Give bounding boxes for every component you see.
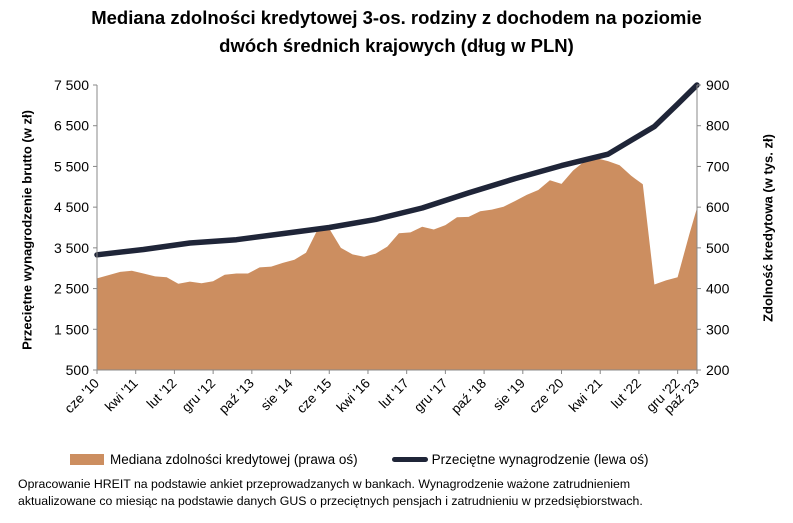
x-tick-label: sie '19 (490, 376, 528, 414)
series-area-zdolnosc (97, 158, 697, 370)
chart-title: Mediana zdolności kredytowej 3-os. rodzi… (0, 4, 793, 60)
x-tick-label: gru '12 (179, 376, 218, 415)
y-left-tick-label: 1 500 (54, 321, 89, 337)
x-tick-label: kwi '21 (566, 376, 605, 415)
x-tick-label: kwi '11 (102, 376, 141, 415)
legend-label-line: Przeciętne wynagrodzenie (lewa oś) (431, 452, 649, 467)
legend-label-area: Mediana zdolności kredytowej (prawa oś) (110, 452, 358, 467)
source-note-line-1: Opracowanie HREIT na podstawie ankiet pr… (18, 477, 631, 491)
x-tick-label: paź '13 (216, 376, 257, 417)
x-tick-label: cze '20 (526, 376, 567, 417)
x-tick-label: kwi '16 (334, 376, 373, 415)
y-right-tick-label: 400 (706, 281, 730, 297)
x-tick-label: cze '15 (294, 376, 335, 417)
y-right-tick-label: 800 (706, 118, 730, 134)
y-right-tick-label: 500 (706, 240, 730, 256)
y-right-tick-label: 700 (706, 158, 730, 174)
legend-item-area: Mediana zdolności kredytowej (prawa oś) (70, 452, 358, 467)
y-left-tick-label: 4 500 (54, 199, 89, 215)
y-left-tick-label: 3 500 (54, 240, 89, 256)
x-tick-label: sie '14 (258, 375, 296, 413)
chart-title-line-1: Mediana zdolności kredytowej 3-os. rodzi… (91, 7, 702, 28)
series-line-wynagrodzenie (94, 82, 700, 258)
y-left-tick-label: 5 500 (54, 158, 89, 174)
legend-swatch-line (391, 457, 428, 462)
source-note: Opracowanie HREIT na podstawie ankiet pr… (18, 476, 788, 510)
x-tick-label: paź '18 (448, 376, 489, 417)
legend-item-line: Przeciętne wynagrodzenie (lewa oś) (391, 452, 649, 467)
x-tick-label: gru '17 (411, 376, 450, 415)
source-note-line-2: aktualizowane co miesiąc na podstawie da… (18, 494, 643, 508)
y-right-tick-label: 600 (706, 199, 730, 215)
y-right-tick-label: 200 (706, 362, 730, 378)
chart-legend: Mediana zdolności kredytowej (prawa oś) … (70, 452, 770, 467)
y-left-tick-label: 6 500 (54, 118, 89, 134)
y-right-tick-label: 900 (706, 77, 730, 93)
y-axis-right-label: Zdolność kredytowa (w tys. zł) (760, 134, 776, 322)
y-left-tick-label: 500 (66, 362, 90, 378)
y-axis-left-label: Przeciętne wynagrodzenie brutto (w zł) (19, 110, 35, 350)
x-tick-label: lut '17 (376, 376, 412, 412)
x-tick-label: lut '12 (144, 376, 180, 412)
y-left-tick-label: 7 500 (54, 77, 89, 93)
x-tick-label: lut '22 (608, 376, 644, 412)
y-left-tick-label: 2 500 (54, 281, 89, 297)
legend-swatch-area (70, 454, 104, 465)
y-right-tick-label: 300 (706, 321, 730, 337)
x-tick-label: cze '10 (62, 376, 103, 417)
chart-title-line-2: dwóch średnich krajowych (dług w PLN) (219, 35, 574, 56)
